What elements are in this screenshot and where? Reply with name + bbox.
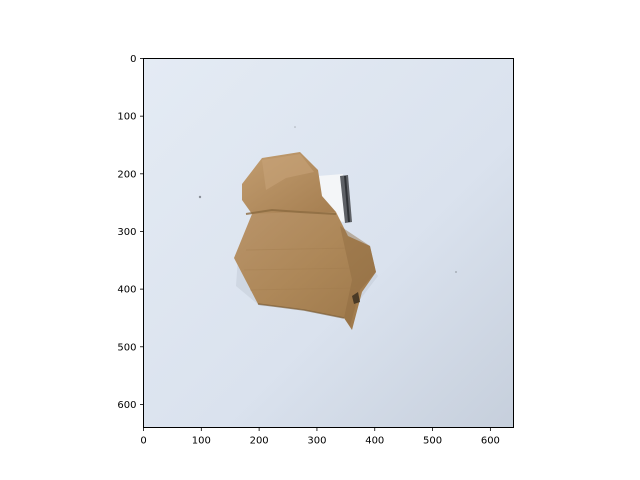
cardboard-piece bbox=[234, 152, 376, 330]
x-tick-label: 500 bbox=[423, 436, 442, 447]
speck bbox=[455, 271, 457, 273]
y-tick-label: 0 bbox=[130, 54, 136, 65]
x-tick-label: 100 bbox=[192, 436, 211, 447]
x-tick-label: 300 bbox=[307, 436, 326, 447]
y-tick-label: 100 bbox=[117, 112, 136, 123]
speck bbox=[198, 195, 202, 199]
photo-image bbox=[143, 58, 514, 428]
y-axis: 0 100 200 300 400 500 600 bbox=[117, 54, 144, 411]
y-tick-label: 400 bbox=[117, 285, 136, 296]
x-tick-label: 600 bbox=[481, 436, 500, 447]
x-tick-label: 200 bbox=[250, 436, 269, 447]
speck bbox=[294, 126, 296, 128]
x-tick-label: 0 bbox=[140, 436, 146, 447]
y-tick-label: 300 bbox=[117, 227, 136, 238]
axes-frame bbox=[143, 58, 514, 428]
x-axis: 0 100 200 300 400 500 600 bbox=[140, 427, 500, 447]
y-tick-label: 500 bbox=[117, 342, 136, 353]
x-tick-label: 400 bbox=[365, 436, 384, 447]
y-tick-label: 200 bbox=[117, 169, 136, 180]
y-tick-label: 600 bbox=[117, 400, 136, 411]
